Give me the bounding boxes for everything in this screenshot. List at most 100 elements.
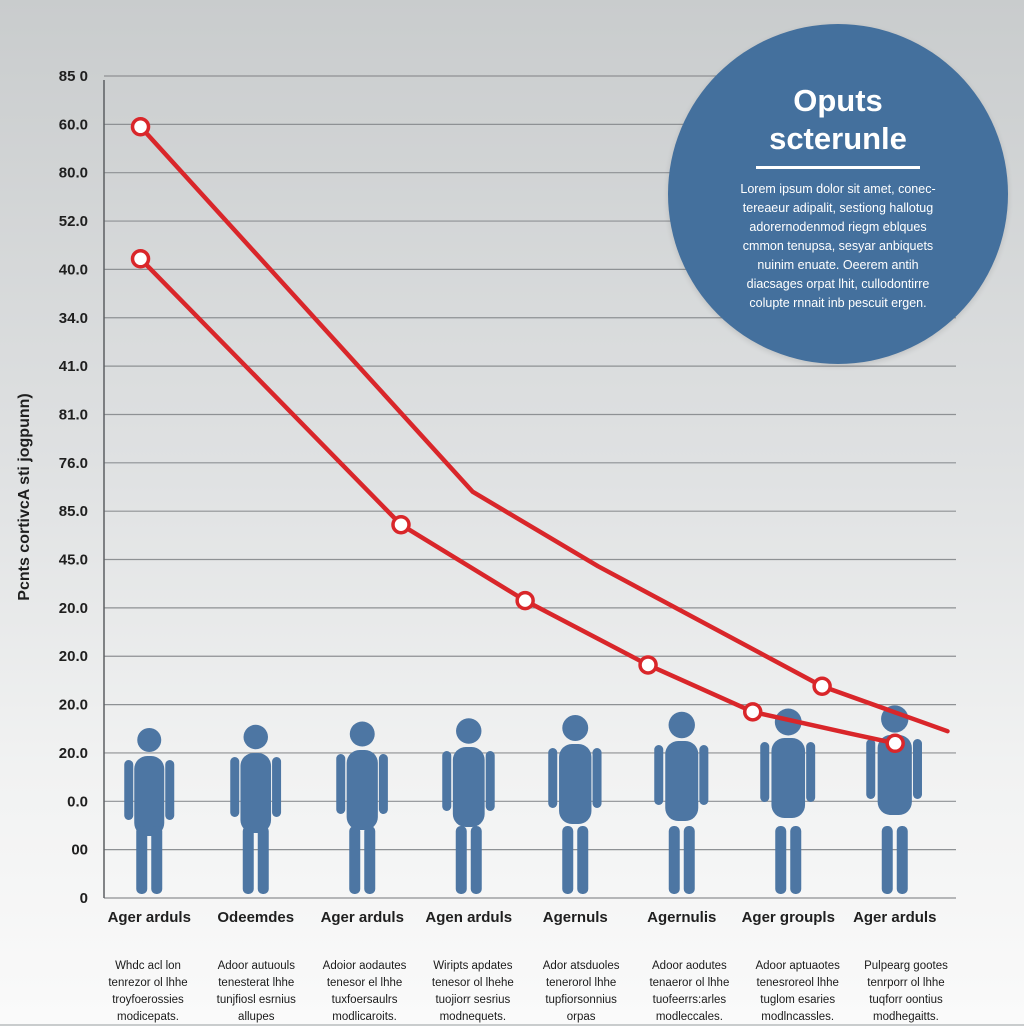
- person-silhouette: [124, 728, 175, 894]
- footnote-line: modlicaroits.: [332, 1011, 397, 1023]
- figure-arm: [806, 742, 816, 802]
- info-callout-circle: Oputs scterunle Lorem ipsum dolor sit am…: [668, 24, 1008, 364]
- callout-body-line: adorernodenmod riegm eblques: [749, 220, 927, 234]
- figure-head: [562, 715, 589, 741]
- footnote-line: tuofeerrs:arles: [652, 994, 727, 1006]
- y-tick-label: 34.0: [59, 310, 88, 327]
- footnote-line: tenaeror ol lhhe: [649, 977, 730, 989]
- data-point-marker: [130, 249, 151, 269]
- figure-arm: [548, 748, 558, 808]
- data-point-marker: [391, 514, 411, 535]
- figure-leg: [775, 826, 787, 894]
- callout-divider: [756, 166, 920, 169]
- callout-body-line: Lorem ipsum dolor sit amet, conec-: [740, 182, 936, 196]
- figure-arm: [592, 748, 602, 808]
- y-tick-label: 60.0: [59, 116, 88, 133]
- y-tick-label: 76.0: [59, 455, 88, 472]
- figure-arm: [272, 757, 282, 817]
- footnote-line: modlncassles.: [761, 1011, 835, 1023]
- footnote-line: tuqforr oontius: [869, 994, 943, 1006]
- y-tick-label: 85 0: [59, 68, 88, 85]
- callout-title-line-1: Oputs: [793, 83, 883, 118]
- series-line-upper: [138, 124, 950, 734]
- figure-arm: [760, 742, 770, 802]
- y-tick-label: 41.0: [59, 358, 88, 375]
- footnote-line: tuglom esaries: [760, 994, 836, 1006]
- person-silhouette: [866, 705, 922, 894]
- y-tick-label: 40.0: [59, 261, 88, 278]
- person-silhouette: [654, 711, 709, 894]
- data-point-marker: [130, 117, 151, 137]
- callout-body-line: nuinim enuate. Oeerem antih: [757, 258, 919, 272]
- data-point-marker: [515, 590, 535, 611]
- figure-arm: [485, 751, 495, 811]
- footnote-line: modnequets.: [439, 1011, 507, 1023]
- callout-body-line: colupte rnnait inb pescuit ergen.: [749, 296, 927, 310]
- figure-torso: [559, 744, 592, 824]
- person-silhouettes: [124, 705, 922, 894]
- footnote-8: Pulpearg gootes tenrporr ol lhhe tuqforr…: [854, 958, 958, 1026]
- x-category-label: Agernulis: [647, 909, 716, 926]
- footnote-line: tenesroreol lhhe: [756, 977, 839, 989]
- footnote-3: Adoior aodautes tenesor el lhhe tuxfoers…: [313, 958, 417, 1026]
- y-tick-label: 20.0: [59, 745, 88, 762]
- footnote-line: troyfoerossies: [112, 994, 184, 1006]
- figure-head: [137, 728, 162, 752]
- callout-title: Oputs scterunle: [708, 82, 968, 158]
- footnote-line: modhegaitts.: [873, 1011, 939, 1023]
- figure-arm: [165, 760, 175, 820]
- x-category-labels: Ager arduls Odeemdes Ager arduls Agen ardul…: [108, 909, 937, 926]
- figure-torso: [877, 735, 912, 815]
- footnote-line: tenrporr ol lhhe: [867, 977, 945, 989]
- footnote-line: tenesor ol lhehe: [431, 977, 514, 989]
- y-tick-label: 20.0: [59, 648, 88, 665]
- figure-arm: [336, 754, 346, 814]
- figure-head: [668, 711, 695, 739]
- figure-torso: [240, 753, 272, 833]
- figure-leg: [364, 826, 376, 894]
- x-category-label: Ager groupls: [742, 909, 835, 926]
- x-category-label: Ager arduls: [108, 909, 191, 926]
- footnote-1: Whdc acl lon tenrezor ol lhhe troyfoeros…: [96, 958, 200, 1026]
- footnote-line: tuxfoersaulrs: [331, 994, 398, 1006]
- footnote-line: allupes: [238, 1011, 275, 1023]
- y-tick-label: 80.0: [59, 165, 88, 182]
- x-category-label: Agernuls: [543, 909, 608, 926]
- figure-arm: [866, 739, 876, 799]
- x-category-label: Ager arduls: [321, 909, 404, 926]
- figure-arm: [442, 751, 452, 811]
- data-point-marker: [885, 733, 905, 754]
- data-point-marker: [638, 655, 658, 675]
- footnote-4: Wiripts apdates tenesor ol lhehe tuojior…: [421, 958, 525, 1026]
- person-silhouette: [548, 715, 602, 894]
- figure-leg: [577, 826, 589, 894]
- y-tick-labels: 85 0 60.0 80.0 52.0 40.0 34.0 41.0 81.0 76.0 85.0…: [59, 68, 88, 907]
- footnote-line: Adoor aptuaotes: [755, 960, 840, 972]
- y-tick-label: 20.0: [59, 600, 88, 617]
- data-point-marker: [742, 702, 763, 722]
- figure-leg: [881, 826, 893, 894]
- person-silhouette: [336, 721, 388, 894]
- footnote-line: modicepats.: [116, 1011, 179, 1023]
- x-category-label: Odeemdes: [217, 909, 294, 926]
- figure-leg: [455, 826, 467, 894]
- figure-torso: [346, 750, 378, 830]
- callout-title-line-2: scterunle: [769, 121, 907, 156]
- y-tick-label: 52.0: [59, 213, 88, 230]
- footnote-7: Adoor aptuaotes tenesroreol lhhe tuglom …: [746, 958, 850, 1026]
- footnote-5: Ador atsduoles tenerorol lhhe tupfiorson…: [529, 958, 633, 1026]
- footnote-line: Adoior aodautes: [322, 960, 407, 972]
- figure-head: [243, 724, 268, 750]
- footnote-line: Adoor autuouls: [217, 960, 295, 972]
- y-tick-label: 20.0: [59, 697, 88, 714]
- x-category-label: Agen arduls: [425, 909, 512, 926]
- figure-leg: [562, 826, 574, 894]
- y-tick-label: 00: [71, 842, 88, 859]
- y-tick-label: 45.0: [59, 552, 88, 569]
- footnote-line: tenesor el lhhe: [326, 977, 403, 989]
- figure-leg: [136, 826, 148, 894]
- footnote-line: Adoor aodutes: [652, 960, 727, 972]
- figure-leg: [790, 826, 802, 894]
- footnote-line: tenesterat lhhe: [218, 977, 295, 989]
